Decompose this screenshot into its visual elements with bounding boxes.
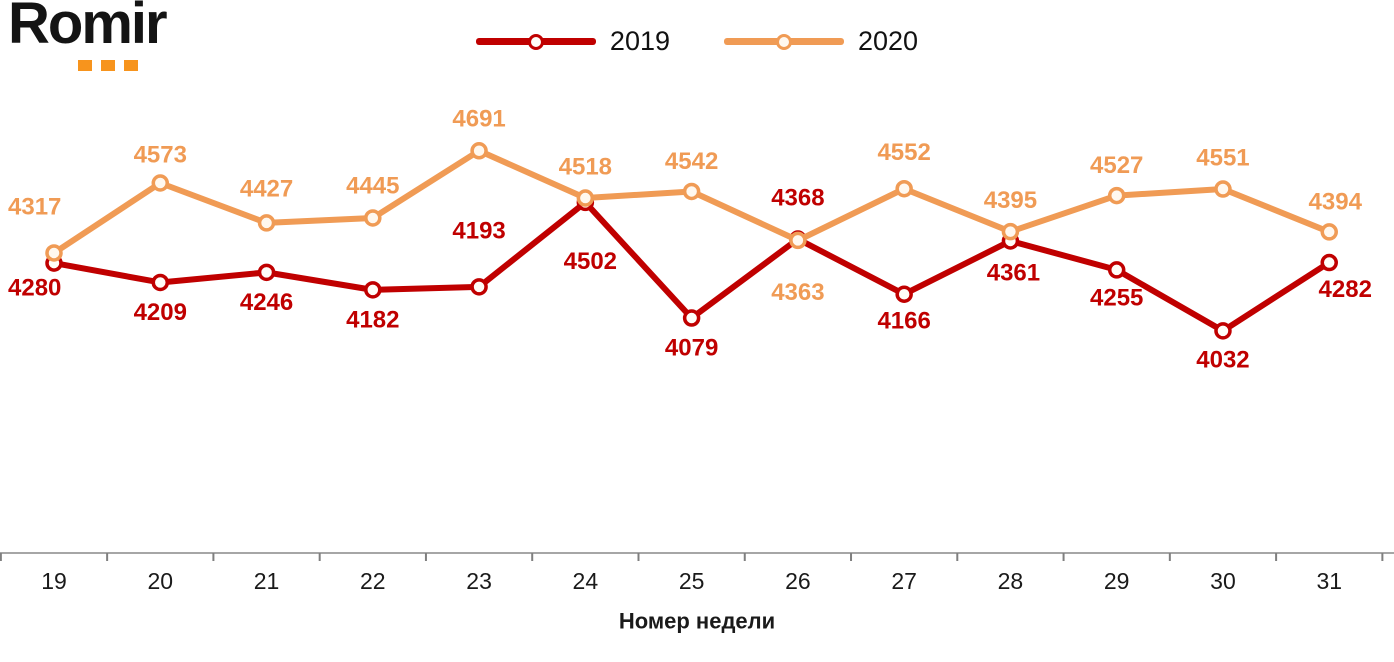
data-label-2019: 4166: [877, 308, 930, 335]
logo-dots-icon: [78, 60, 138, 71]
data-point-2020: [470, 142, 488, 160]
data-point-2020: [1001, 222, 1020, 241]
data-point-2020: [257, 214, 276, 232]
x-tick-label: 23: [466, 568, 492, 594]
logo-text: Romir: [8, 0, 168, 56]
data-label-2019: 4502: [564, 248, 617, 275]
data-label-2019: 4361: [987, 259, 1040, 286]
data-point-2020: [1214, 180, 1232, 198]
x-tick-label: 29: [1104, 568, 1130, 594]
x-axis-title: Номер недели: [619, 609, 775, 634]
data-point-2019: [1107, 261, 1126, 279]
data-label-2020: 4573: [134, 142, 187, 169]
legend-line-swatch-2020: [724, 33, 844, 50]
data-point-2020: [682, 182, 701, 201]
data-label-2019: 4246: [240, 289, 293, 316]
data-point-2019: [364, 281, 382, 299]
data-label-2020: 4552: [877, 139, 930, 166]
x-tick-label: 30: [1210, 568, 1236, 594]
logo-dot: [78, 60, 92, 71]
data-label-2020: 4691: [452, 105, 505, 132]
data-label-2019: 4193: [452, 217, 505, 244]
data-point-2020: [364, 209, 382, 227]
legend-label-2020: 2020: [858, 26, 919, 56]
x-tick-label: 19: [41, 568, 67, 594]
legend-line-swatch-2019: [475, 33, 596, 50]
data-point-2020: [789, 231, 807, 250]
logo-dot: [101, 60, 115, 71]
data-point-2019: [1320, 253, 1338, 272]
data-label-2020: 4395: [984, 187, 1037, 214]
data-label-2020: 4427: [240, 175, 293, 202]
x-tick-label: 21: [254, 568, 280, 594]
x-tick-label: 27: [891, 568, 917, 594]
data-point-2020: [895, 179, 913, 198]
data-label-2019: 4079: [665, 335, 718, 362]
x-tick-label: 20: [147, 568, 173, 594]
data-label-2020: 4363: [771, 279, 824, 306]
legend-marker-icon: [527, 33, 544, 50]
data-point-2020: [1107, 186, 1126, 205]
legend-marker-icon: [776, 33, 792, 50]
data-label-2020: 4445: [346, 172, 399, 199]
data-label-2020: 4542: [665, 148, 718, 175]
data-point-2020: [151, 174, 170, 192]
legend-label-2019: 2019: [609, 26, 670, 56]
chart-legend: 2019 2020: [0, 28, 1394, 55]
legend-item-2020: 2020: [724, 28, 918, 55]
x-tick-label: 24: [573, 568, 599, 594]
data-label-2019: 4282: [1319, 276, 1372, 303]
data-point-2019: [470, 278, 488, 296]
data-label-2020: 4527: [1090, 152, 1143, 179]
x-tick-label: 31: [1316, 568, 1342, 594]
data-label-2019: 4280: [8, 275, 61, 302]
x-tick-label: 25: [679, 568, 705, 594]
data-label-2019: 4209: [134, 299, 187, 326]
x-tick-label: 22: [360, 568, 386, 594]
data-point-2019: [257, 263, 276, 282]
x-tick-label: 28: [998, 568, 1024, 594]
data-label-2020: 4394: [1309, 188, 1363, 215]
data-label-2020: 4518: [559, 154, 612, 181]
legend-item-2019: 2019: [475, 26, 670, 56]
data-label-2020: 4551: [1196, 145, 1249, 172]
data-point-2020: [576, 189, 595, 207]
data-point-2019: [895, 285, 913, 303]
data-label-2019: 4182: [346, 306, 399, 333]
data-label-2019: 4368: [771, 185, 824, 212]
data-point-2020: [1320, 223, 1338, 241]
data-point-2019: [1214, 322, 1232, 340]
data-label-2020: 4317: [8, 193, 61, 220]
data-label-2019: 4255: [1090, 284, 1143, 311]
logo-dot: [124, 60, 138, 71]
data-point-2020: [45, 244, 63, 262]
data-point-2019: [151, 273, 170, 292]
romir-logo: Romir: [8, 0, 168, 71]
data-label-2019: 4032: [1196, 346, 1249, 373]
x-tick-label: 26: [785, 568, 811, 594]
data-point-2019: [682, 309, 701, 327]
